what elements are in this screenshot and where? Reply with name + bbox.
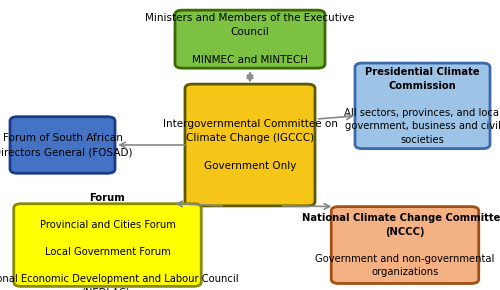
Text: Government and non-governmental: Government and non-governmental [316,253,494,264]
Text: Intergovernmental Committee on: Intergovernmental Committee on [162,119,338,129]
Text: Government Only: Government Only [204,161,296,171]
Text: Commission: Commission [388,81,456,90]
Text: (NEDLAC),: (NEDLAC), [82,287,134,290]
Text: organizations: organizations [372,267,438,277]
FancyBboxPatch shape [14,204,201,287]
Text: Ministers and Members of the Executive: Ministers and Members of the Executive [146,13,354,23]
Text: National Climate Change Committee: National Climate Change Committee [302,213,500,223]
FancyBboxPatch shape [175,10,325,68]
Text: Presidential Climate: Presidential Climate [365,67,480,77]
Text: Directors General (FOSAD): Directors General (FOSAD) [0,147,132,157]
Text: Council: Council [230,27,270,37]
Text: (NCCC): (NCCC) [385,226,425,237]
Text: Provincial and Cities Forum: Provincial and Cities Forum [40,220,175,230]
Text: government, business and civil: government, business and civil [344,121,500,131]
Text: Climate Change (IGCCC): Climate Change (IGCCC) [186,133,314,143]
FancyBboxPatch shape [185,84,315,206]
Text: MINMEC and MINTECH: MINMEC and MINTECH [192,55,308,65]
Text: Forum of South African: Forum of South African [2,133,122,143]
FancyBboxPatch shape [332,206,479,284]
Text: Local Government Forum: Local Government Forum [44,247,170,257]
Text: Forum: Forum [90,193,126,203]
FancyBboxPatch shape [10,117,115,173]
FancyBboxPatch shape [355,63,490,148]
Text: All sectors, provinces, and local: All sectors, provinces, and local [344,108,500,118]
Text: societies: societies [400,135,444,145]
Text: National Economic Development and Labour Council: National Economic Development and Labour… [0,274,239,284]
